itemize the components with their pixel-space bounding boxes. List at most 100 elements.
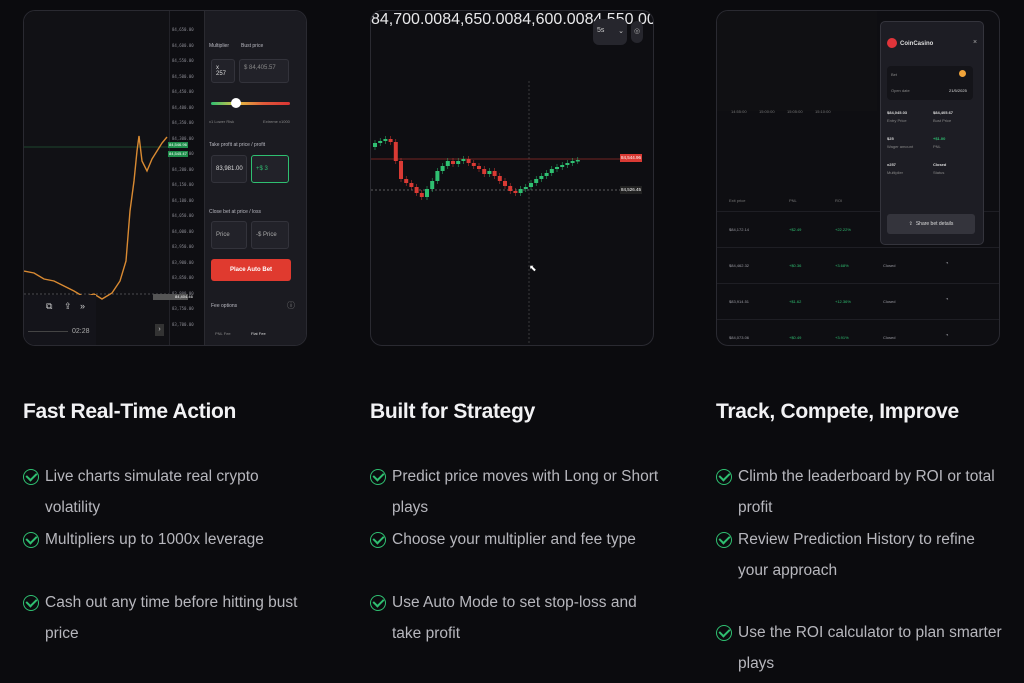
multiplier-input[interactable]: x 257 — [211, 59, 235, 83]
exit-price: $84,172.14 — [729, 227, 750, 232]
candle — [503, 181, 507, 186]
current-price-tag — [620, 154, 642, 162]
col-header: Exit price — [729, 198, 746, 203]
share-row-icon[interactable]: ◔ — [945, 333, 949, 339]
wager: $25 — [887, 136, 894, 141]
roi: +3.91% — [835, 335, 849, 340]
close-icon[interactable]: × — [973, 39, 978, 46]
x-tick: 15:00:00 — [759, 109, 775, 114]
fast-forward-icon[interactable]: » — [80, 301, 86, 311]
feature-text: Choose your multiplier and fee type — [392, 531, 636, 548]
y-tick: 84,100.00 — [172, 197, 194, 203]
bitcoin-icon — [959, 70, 966, 77]
brand-name: CoinCasino — [900, 41, 934, 47]
check-icon — [716, 469, 732, 485]
settings-icon[interactable]: ◎ — [631, 21, 643, 43]
candle — [497, 176, 502, 181]
candle — [404, 179, 409, 183]
feature-text: Climb the leaderboard by ROI or total pr… — [738, 468, 995, 516]
feature-column: Built for Strategy Predict price moves w… — [370, 400, 670, 642]
feature-text: Use the ROI calculator to plan smarter p… — [738, 624, 1002, 672]
price-tag-second: 84,545.47 — [168, 151, 188, 157]
candle — [544, 173, 549, 176]
picture-in-picture-icon[interactable]: ⧉ — [46, 301, 53, 311]
next-icon[interactable]: › — [155, 324, 164, 336]
feature-text: Cash out any time before hitting bust pr… — [45, 594, 298, 642]
share-bet-details-button[interactable]: ⇪ Share bet details — [887, 214, 975, 234]
pnl: +$0.36 — [789, 263, 802, 268]
candle — [534, 179, 539, 183]
y-tick: 84,500.00 — [172, 73, 194, 79]
stop-loss-price-input[interactable]: Price — [211, 221, 247, 249]
feature-column: Track, Compete, Improve Climb the leader… — [716, 400, 1016, 672]
fee-options-label[interactable]: Fee options — [211, 303, 238, 309]
candle — [383, 139, 388, 141]
y-tick: 84,300.00 — [172, 135, 194, 141]
lower-risk-label: x1 Lower Risk — [209, 119, 235, 124]
feature-item: Review Prediction History to refine your… — [716, 531, 986, 586]
candle — [373, 143, 377, 147]
auto-bet-panel: Multiplier Bust price x 257 $ 84,405.57 … — [204, 11, 306, 345]
candle — [529, 183, 533, 187]
candle — [539, 176, 544, 179]
share-row-icon[interactable]: ◔ — [945, 297, 949, 303]
interval-dropdown[interactable]: 5s ⌄ — [593, 19, 627, 45]
check-icon — [716, 625, 732, 641]
feature-item: Use the ROI calculator to plan smarter p… — [716, 624, 1006, 679]
share-row-icon[interactable]: ◔ — [945, 261, 949, 267]
table-row[interactable]: $84,172.14 +$2.49 +22.22% — [717, 211, 999, 247]
flat-fee-radio[interactable]: Flat Fee — [251, 331, 266, 336]
candle — [461, 159, 466, 161]
multiplier-label: Multiplier — [887, 170, 904, 175]
x-tick: 15:05:00 — [787, 109, 803, 114]
y-tick: 83,950.00 — [172, 244, 194, 249]
roi: +22.22% — [835, 227, 851, 232]
candle — [513, 191, 518, 193]
candlestick-chart — [371, 81, 621, 345]
cursor-price-tag — [620, 186, 642, 194]
feature-item: Live charts simulate real crypto volatil… — [23, 468, 313, 523]
y-tick: 84,700.00 — [371, 11, 443, 28]
y-tick: 84,650.00 — [442, 11, 514, 28]
pnl-fee-radio[interactable]: PNL Fee — [215, 331, 231, 336]
exit-price: $83,914.51 — [729, 299, 750, 304]
slider-knob[interactable] — [231, 98, 241, 108]
y-tick: 84,650.00 — [172, 27, 194, 32]
coincasino-logo-icon — [887, 38, 897, 48]
info-icon: ⓘ — [287, 301, 295, 310]
candle — [393, 142, 398, 161]
share-icon[interactable]: ⇪ — [64, 301, 72, 311]
place-auto-bet-button[interactable]: Place Auto Bet — [211, 259, 291, 281]
cursor-price-label: 84,526.45 — [621, 187, 642, 192]
take-profit-profit-input[interactable]: +$ 3 — [251, 155, 289, 183]
candle — [409, 183, 414, 187]
roi: +12.36% — [835, 299, 851, 304]
entry-price-label: Entry Price — [887, 118, 907, 123]
stop-loss-amount-input[interactable]: -$ Price — [251, 221, 289, 249]
candle — [575, 160, 580, 162]
interval-value: 5s — [597, 27, 605, 34]
bust-price-label: Bust price — [241, 43, 264, 49]
take-profit-price-input[interactable]: 83,981.00 — [211, 155, 247, 183]
y-tick: 84,600.00 — [172, 42, 194, 48]
y-tick: 84,000.00 — [172, 228, 194, 234]
mini-chart-area — [717, 11, 877, 111]
video-progress-bar[interactable] — [28, 331, 68, 332]
multiplier-slider[interactable] — [211, 102, 290, 105]
video-time: 02:28 — [72, 328, 90, 335]
x-tick: 15:10:00 — [815, 109, 831, 114]
table-row[interactable]: $84,073.06 +$0.49 +3.91% Closed ◔ — [717, 319, 999, 345]
table-row[interactable]: $84,462.32 +$0.36 +3.68% Closed ◔ — [717, 247, 999, 283]
candle — [477, 166, 481, 169]
candle — [430, 181, 435, 189]
table-row[interactable]: $83,914.51 +$1.62 +12.36% Closed ◔ — [717, 283, 999, 319]
bust-price-tag: 84,404.46 — [153, 294, 193, 300]
y-tick: 84,050.00 — [172, 213, 194, 218]
feature-text: Live charts simulate real crypto volatil… — [45, 468, 259, 516]
candle — [445, 161, 450, 166]
y-tick: 84,200.00 — [172, 166, 194, 172]
y-tick: 83,700.00 — [172, 321, 194, 327]
feature-item: Multipliers up to 1000x leverage — [23, 531, 313, 555]
candle — [451, 161, 455, 164]
bet-label: Bet — [891, 72, 898, 77]
